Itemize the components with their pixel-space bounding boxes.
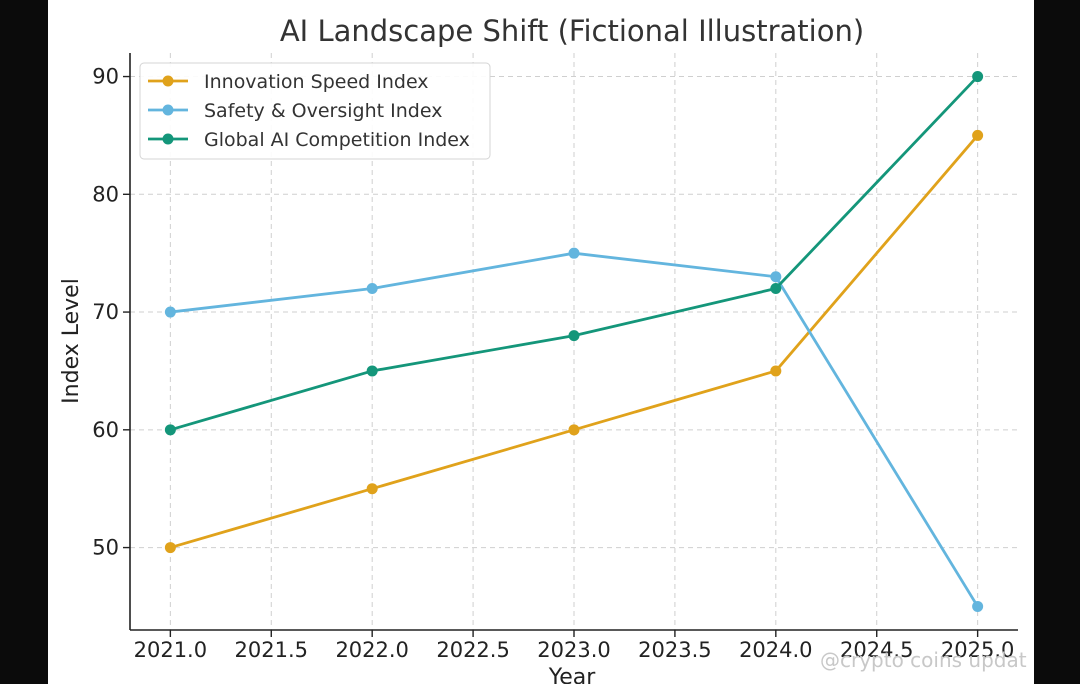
legend-entry-label: Innovation Speed Index [204, 71, 429, 93]
y-tick-label: 90 [92, 65, 119, 89]
data-point [972, 71, 984, 83]
data-point [164, 306, 176, 318]
x-axis-label: Year [548, 665, 597, 684]
legend-box [139, 62, 491, 160]
x-tick-label: 2025.0 [941, 638, 1014, 662]
data-point [770, 365, 782, 377]
data-point [568, 424, 580, 436]
x-tick-label: 2021.5 [235, 638, 308, 662]
data-point [366, 365, 378, 377]
x-tick-label: 2024.5 [840, 638, 913, 662]
data-point [568, 330, 580, 342]
legend-swatch-marker [162, 133, 174, 145]
y-tick-label: 80 [92, 182, 119, 206]
data-point [164, 542, 176, 554]
x-tick-label: 2022.5 [436, 638, 509, 662]
data-point [366, 483, 378, 495]
data-point [164, 424, 176, 436]
x-tick-labels: 2021.0 2021.5 2022.0 2022.5 2023.0 2023.5 2024… [134, 630, 1014, 662]
data-point [972, 129, 984, 141]
series-lines [164, 71, 984, 612]
legend-swatch-marker [162, 104, 174, 116]
y-tick-label: 70 [92, 300, 119, 324]
legend-swatch-marker [162, 75, 174, 87]
x-tick-label: 2023.5 [638, 638, 711, 662]
x-tick-label: 2022.0 [335, 638, 408, 662]
y-axis-label: Index Level [59, 278, 84, 404]
data-point [366, 283, 378, 295]
y-tick-label: 60 [92, 418, 119, 442]
x-tick-label: 2023.0 [537, 638, 610, 662]
data-point [770, 271, 782, 283]
data-point [770, 283, 782, 295]
data-point [568, 247, 580, 259]
x-tick-label: 2024.0 [739, 638, 812, 662]
y-tick-label: 50 [92, 536, 119, 560]
x-tick-label: 2021.0 [134, 638, 207, 662]
data-point [972, 600, 984, 612]
line-chart: AI Landscape Shift (Fictional Illustrati… [48, 0, 1034, 684]
y-tick-labels: 50 60 70 80 90 [92, 65, 130, 560]
chart-title: AI Landscape Shift (Fictional Illustrati… [280, 14, 864, 48]
legend-entry-label: Safety & Oversight Index [204, 100, 442, 122]
watermark-text: @crypto coins updat [820, 648, 1027, 672]
legend-entry-label: Global AI Competition Index [204, 129, 470, 151]
legend: Innovation Speed Index Safety & Oversight… [139, 62, 491, 160]
